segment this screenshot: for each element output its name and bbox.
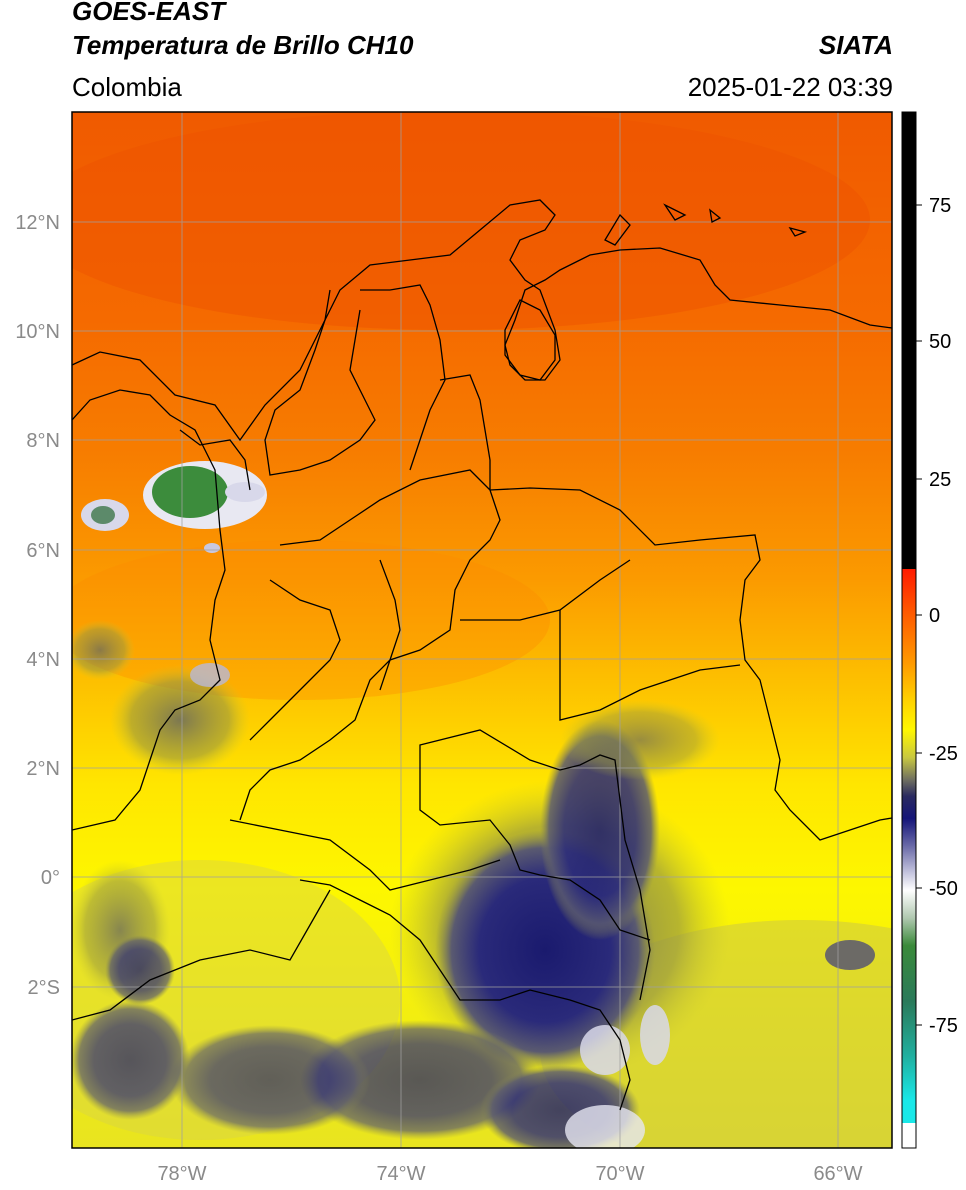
lat-label: 0° [41,867,60,889]
lat-label: 6°N [26,540,60,562]
internal-5 [264,289,376,476]
datetime-label: 2025-01-22 03:39 [687,72,893,102]
internal-7 [439,374,491,490]
internal-1 [239,469,501,821]
satellite-image [72,112,892,1148]
source-label: SIATA [818,30,893,60]
region-label: Colombia [72,72,182,102]
map-frame [71,111,893,1149]
colorbar-gradient [902,569,916,1123]
lon-label: 74°W [376,1163,425,1185]
lat-label: 2°N [26,758,60,780]
colorbar-white-segment [902,1123,916,1148]
internal-8 [179,429,251,491]
colorbar-tick-label: 50 [929,331,951,353]
colorbar-tick-label: 0 [929,605,940,627]
lon-label: 70°W [595,1163,644,1185]
lon-labels: 78°W 74°W 70°W 66°W [157,1163,862,1185]
satellite-title: GOES-EAST [72,0,226,26]
islands [604,203,808,246]
internal-4 [229,819,501,891]
colorbar: 75 50 25 0 -25 -50 -75 [901,111,958,1149]
colorbar-tick-label: -50 [929,878,958,900]
colorbar-tick-label: -25 [929,743,958,765]
caribbean-coast [72,199,892,442]
colorbar-tick-label: -75 [929,1015,958,1037]
lat-label: 8°N [26,430,60,452]
internal-3 [559,610,741,721]
lat-label: 4°N [26,649,60,671]
pacific-coast [72,389,226,831]
colorbar-tick-label: 75 [929,195,951,217]
internal-6 [360,284,446,471]
lake-maracaibo [504,299,556,381]
colorbar-black-segment [902,112,916,569]
internal-10 [379,559,401,691]
colombia-south-border [299,879,631,1111]
lat-label: 10°N [15,321,60,343]
colombia-east-border [489,487,892,841]
lat-label: 2°S [28,977,60,999]
peru-border [72,889,331,1021]
product-title: Temperatura de Brillo CH10 [72,30,414,60]
colorbar-frame [901,111,917,1149]
colorbar-tick-label: 25 [929,469,951,491]
amazon-border [419,729,651,1001]
boundaries [72,199,892,1111]
lat-label: 12°N [15,212,60,234]
lon-label: 78°W [157,1163,206,1185]
graticule [72,112,892,1148]
lat-labels: 12°N 10°N 8°N 6°N 4°N 2°N 0° 2°S [15,212,60,999]
lon-label: 66°W [813,1163,862,1185]
internal-9 [249,579,341,741]
